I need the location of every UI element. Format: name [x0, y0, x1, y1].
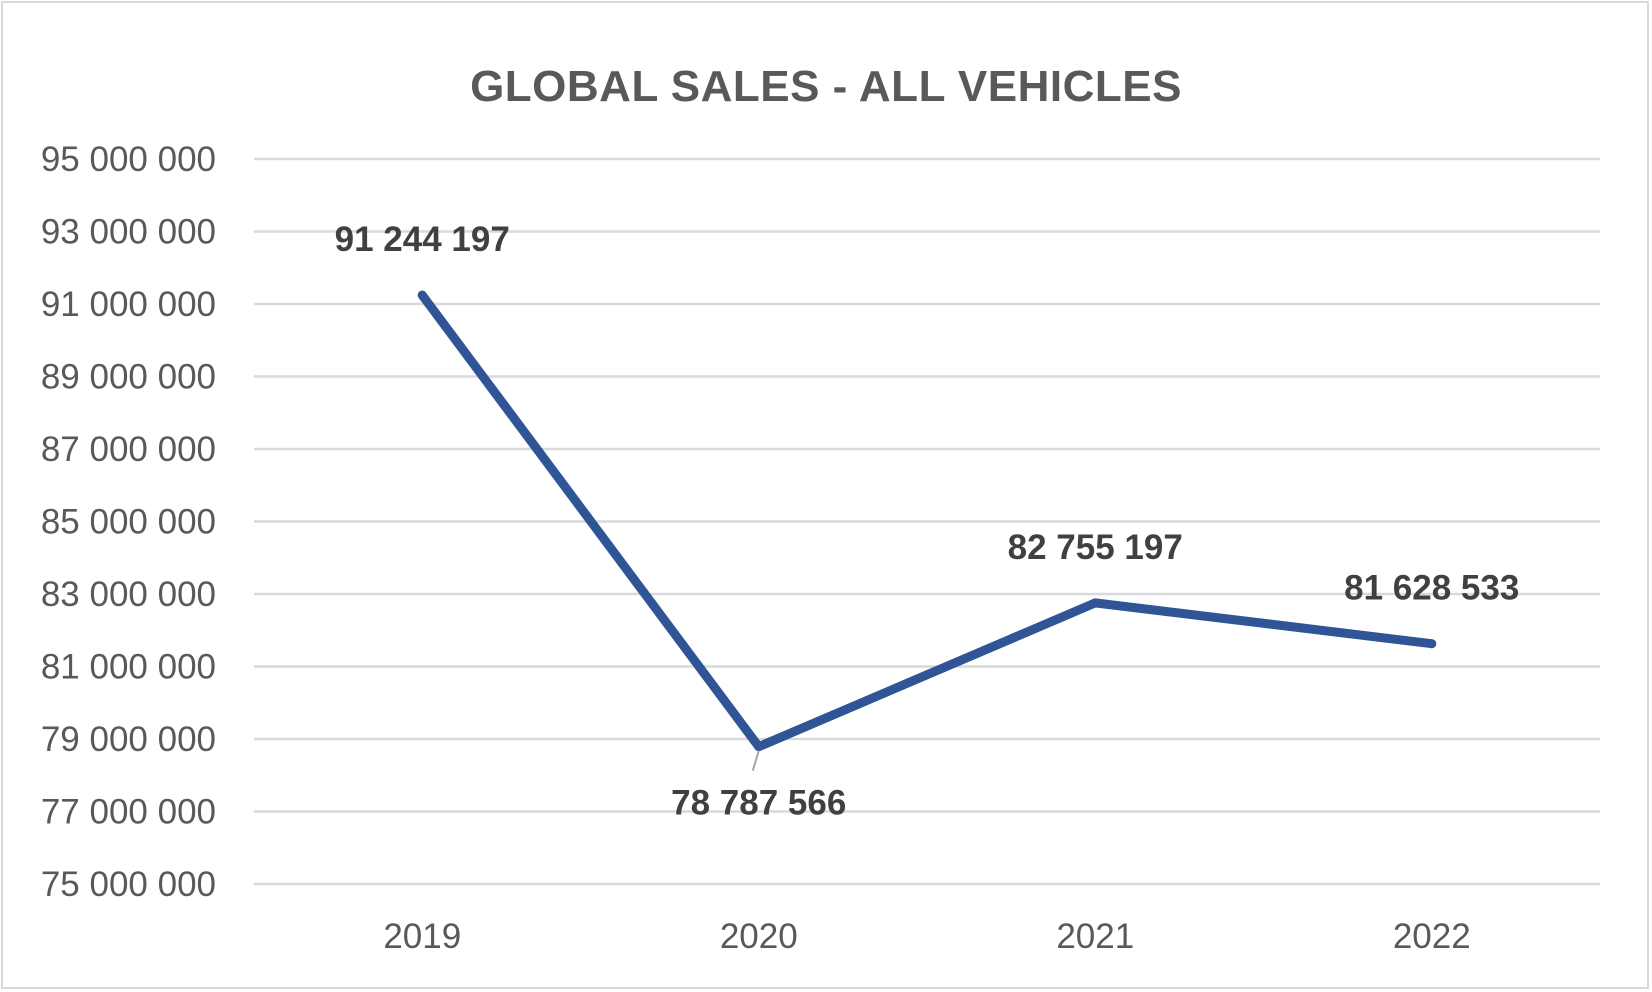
y-tick-label: 85 000 000	[41, 503, 216, 542]
x-tick-label: 2020	[720, 917, 798, 956]
y-tick-label: 95 000 000	[41, 140, 216, 179]
y-tick-label: 83 000 000	[41, 575, 216, 614]
y-tick-label: 89 000 000	[41, 358, 216, 397]
data-label: 78 787 566	[671, 784, 846, 823]
y-tick-label: 93 000 000	[41, 213, 216, 252]
label-leader-line	[751, 750, 760, 771]
data-label: 91 244 197	[335, 220, 510, 259]
data-point	[1427, 639, 1437, 649]
y-tick-label: 79 000 000	[41, 720, 216, 759]
x-tick-label: 2019	[383, 917, 461, 956]
data-point	[417, 290, 427, 300]
data-point	[754, 742, 764, 752]
y-tick-label: 77 000 000	[41, 793, 216, 832]
series-layer	[417, 290, 1437, 752]
chart-title: GLOBAL SALES - ALL VEHICLES	[470, 62, 1182, 111]
x-tick-label: 2022	[1393, 917, 1471, 956]
series-line	[417, 290, 1437, 752]
data-label: 82 755 197	[1008, 528, 1183, 567]
data-labels: 91 244 197 78 787 566 82 755 197 81 628 533	[335, 220, 1520, 823]
x-tick-label: 2021	[1056, 917, 1134, 956]
data-label: 81 628 533	[1344, 569, 1519, 608]
y-axis-tick-labels: 95 000 000 93 000 000 91 000 000 89 000 000…	[41, 140, 216, 904]
y-tick-label: 91 000 000	[41, 285, 216, 324]
y-tick-label: 75 000 000	[41, 865, 216, 904]
y-tick-label: 87 000 000	[41, 430, 216, 469]
gridlines	[254, 157, 1600, 886]
y-tick-label: 81 000 000	[41, 648, 216, 687]
x-axis-tick-labels: 2019 2020 2021 2022	[383, 917, 1470, 956]
data-point	[1090, 598, 1100, 608]
